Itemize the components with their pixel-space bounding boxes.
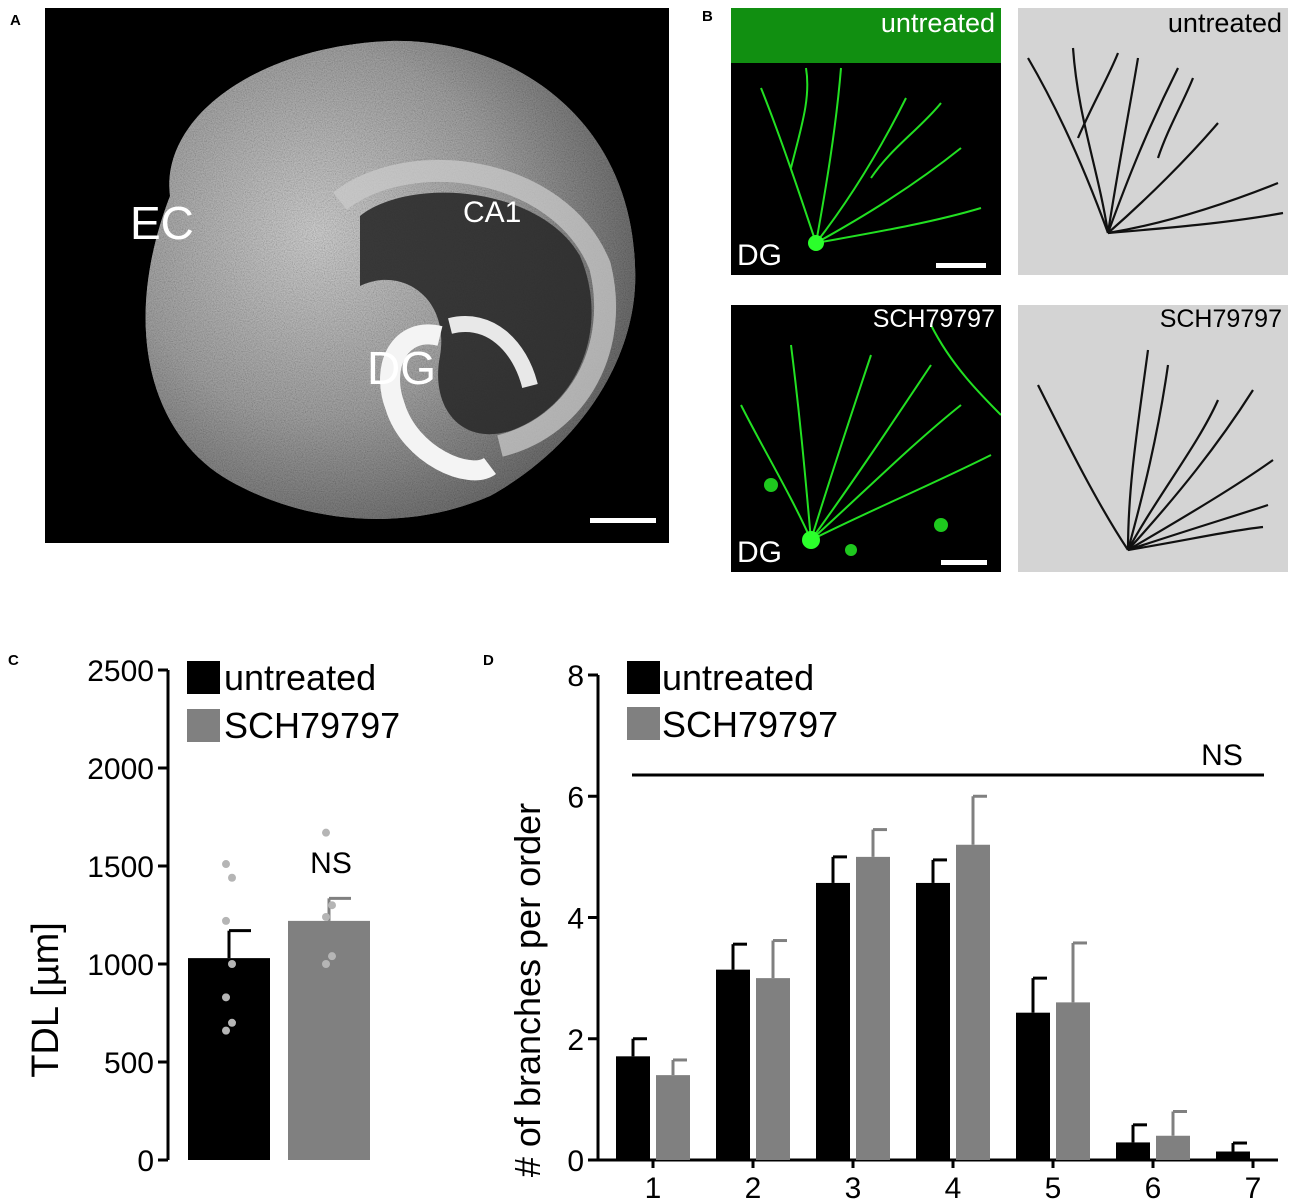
chart-c-y-axis: 0 500 1000 1500 2000 2500 xyxy=(87,655,170,1178)
hippocampal-slice-micrograph: EC CA1 DG xyxy=(45,8,669,543)
branches-per-order-bar-chart: # of branches per order 0 2 4 6 8 1 2 3 4 5 6 7 unt… xyxy=(507,657,1278,1200)
chart-d-ytick-label: 8 xyxy=(567,660,584,693)
panel-a-letter: A xyxy=(10,12,21,29)
chart-c-legend-untreated: untreated xyxy=(224,657,376,698)
chart-c-data-point xyxy=(222,993,230,1002)
panel-b-letter: B xyxy=(702,8,713,25)
chart-d-ytick-label: 2 xyxy=(567,1024,584,1057)
untreated-tracing-image xyxy=(1027,47,1284,235)
scale-bar xyxy=(590,518,656,523)
chart-d-bar-untreated xyxy=(1216,1151,1250,1160)
chart-c-data-point xyxy=(228,960,236,968)
chart-d-xtick-label: 6 xyxy=(1145,1172,1162,1200)
untreated-label-micrograph: untreated xyxy=(880,8,995,38)
sch79797-tracing-image xyxy=(1037,349,1274,552)
sch79797-neuron-micrograph: SCH79797 DG xyxy=(731,305,1001,572)
chart-d-bar-untreated xyxy=(616,1056,650,1160)
chart-c-legend: untreated SCH79797 xyxy=(187,657,400,746)
chart-d-bar-sch79797 xyxy=(756,978,790,1160)
chart-c-data-point xyxy=(322,960,330,968)
chart-c-data-point xyxy=(228,1018,236,1027)
untreated-neuron-micrograph: untreated DG xyxy=(731,8,1001,275)
chart-d-bar-untreated xyxy=(1016,1012,1050,1160)
panel-c-letter: C xyxy=(8,652,19,669)
sch79797-neuron-image xyxy=(740,324,1001,556)
chart-c-data-point xyxy=(322,828,330,837)
chart-c-ytick-label: 500 xyxy=(104,1047,154,1080)
sch79797-label-tracing: SCH79797 xyxy=(1159,305,1282,333)
chart-c-data-point xyxy=(328,952,336,961)
legend-swatch-sch79797-d xyxy=(627,707,660,740)
chart-d-bar-sch79797 xyxy=(856,856,890,1160)
chart-d-ytick-label: 0 xyxy=(567,1145,584,1178)
chart-c-ns-annotation: NS xyxy=(310,847,352,880)
chart-d-legend-untreated: untreated xyxy=(662,657,814,698)
chart-d-bar-untreated xyxy=(1116,1142,1150,1160)
chart-d-ylabel: # of branches per order xyxy=(507,803,548,1177)
chart-c-bar-untreated xyxy=(188,958,270,1160)
chart-d-ns-annotation: NS xyxy=(1201,739,1243,772)
legend-swatch-untreated-d xyxy=(627,661,660,694)
sch79797-neuron-tracing: SCH79797 xyxy=(1018,305,1288,572)
tdl-bar-chart: TDL [µm] 0 500 1000 1500 2000 2500 untreated … xyxy=(25,655,400,1178)
untreated-label-tracing: untreated xyxy=(1167,8,1282,38)
chart-c-ytick-label: 1500 xyxy=(87,851,154,884)
chart-c-data-point xyxy=(322,912,330,921)
chart-c-bars xyxy=(188,828,370,1160)
chart-d-bar-sch79797 xyxy=(656,1075,690,1160)
chart-d-bar-untreated xyxy=(716,969,750,1160)
chart-d-bar-sch79797 xyxy=(1056,1002,1090,1160)
untreated-neuron-image xyxy=(731,8,1001,251)
untreated-neuron-tracing: untreated xyxy=(1018,8,1288,275)
chart-d-xtick-label: 2 xyxy=(745,1172,762,1200)
chart-d-xtick-label: 7 xyxy=(1245,1172,1262,1200)
dg-label-bottom: DG xyxy=(737,536,782,569)
panel-d-letter: D xyxy=(483,652,494,669)
scale-bar-bottom xyxy=(941,560,987,565)
chart-d-bar-sch79797 xyxy=(1156,1135,1190,1160)
chart-d-ytick-label: 4 xyxy=(567,903,584,936)
sch79797-label-micrograph: SCH79797 xyxy=(872,305,995,333)
dg-label: DG xyxy=(367,342,436,394)
chart-c-data-point xyxy=(222,860,230,869)
chart-d-bar-sch79797 xyxy=(956,844,990,1160)
chart-c-legend-sch79797: SCH79797 xyxy=(224,705,400,746)
chart-d-bars xyxy=(616,794,1250,1160)
slice-tissue-image xyxy=(145,40,636,519)
ca1-label: CA1 xyxy=(463,196,522,229)
legend-swatch-sch79797 xyxy=(187,709,220,742)
chart-d-xtick-label: 1 xyxy=(645,1172,662,1200)
chart-d-xtick-label: 3 xyxy=(845,1172,862,1200)
chart-d-bar-untreated xyxy=(816,882,850,1160)
chart-d-bar-untreated xyxy=(916,882,950,1160)
chart-c-data-point xyxy=(222,1026,230,1035)
chart-c-data-point xyxy=(222,916,230,925)
chart-c-data-point xyxy=(228,873,236,882)
chart-d-xtick-label: 4 xyxy=(945,1172,962,1200)
dg-label-top: DG xyxy=(737,239,782,272)
chart-c-ytick-label: 1000 xyxy=(87,949,154,982)
chart-d-legend: untreated SCH79797 xyxy=(627,657,838,745)
legend-swatch-untreated xyxy=(187,661,220,694)
chart-d-legend-sch79797: SCH79797 xyxy=(662,704,838,745)
chart-d-xtick-label: 5 xyxy=(1045,1172,1062,1200)
chart-c-bar-sch79797 xyxy=(288,920,370,1160)
chart-c-ytick-label: 2000 xyxy=(87,753,154,786)
chart-d-ytick-label: 6 xyxy=(567,781,584,814)
chart-c-ytick-label: 2500 xyxy=(87,655,154,688)
chart-c-data-point xyxy=(328,901,336,910)
ec-label: EC xyxy=(130,197,194,249)
chart-c-ylabel: TDL [µm] xyxy=(25,922,67,1078)
chart-c-ytick-label: 0 xyxy=(137,1145,154,1178)
scale-bar-top xyxy=(936,263,986,268)
